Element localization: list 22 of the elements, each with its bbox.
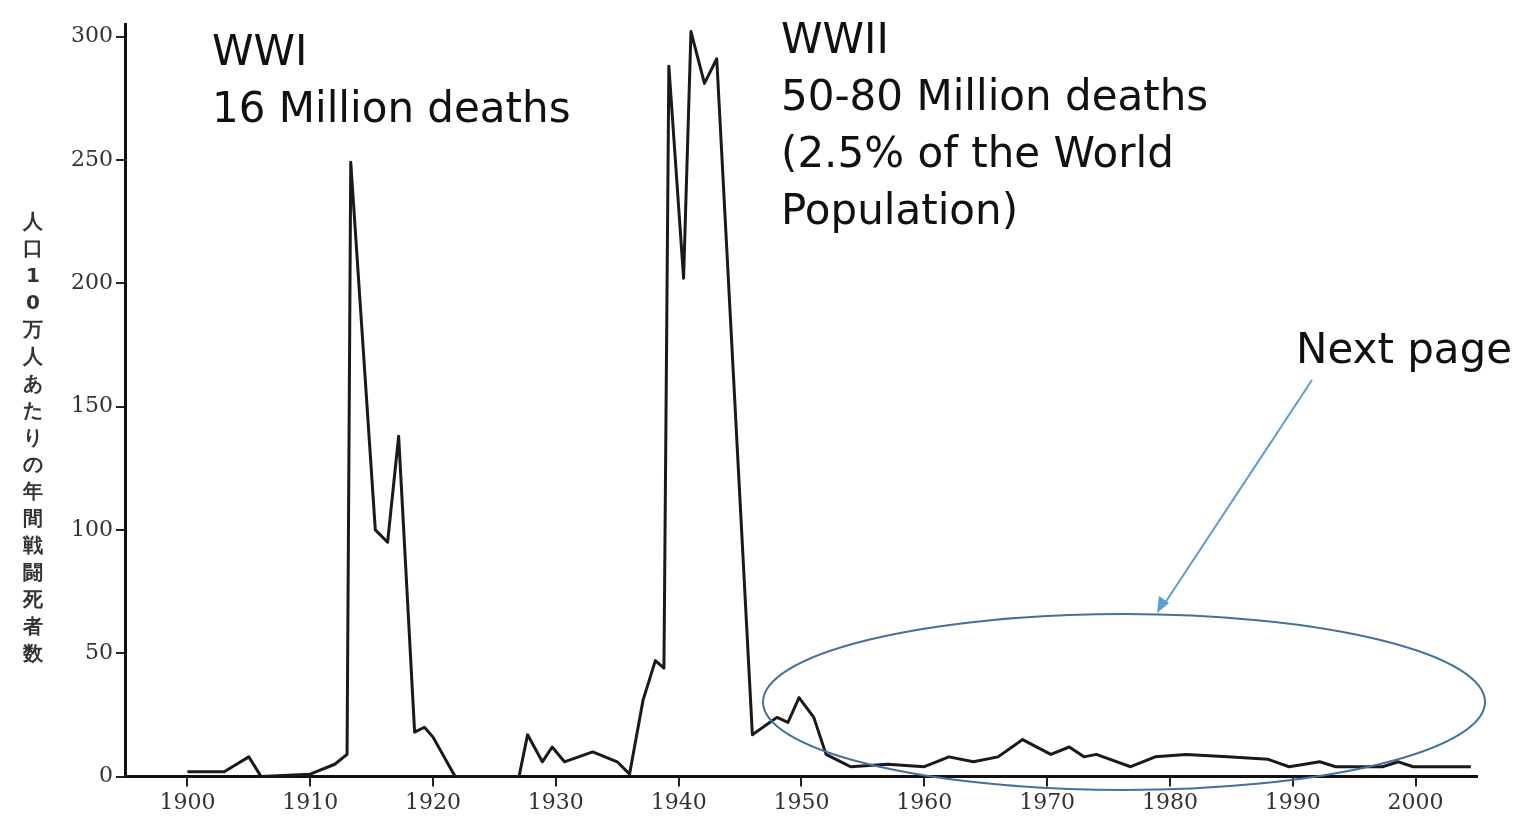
annotation: WWI 16 Million deaths: [212, 25, 571, 134]
x-tick-label: 1970: [1019, 788, 1076, 814]
x-tick-label: 1950: [773, 788, 830, 814]
y-tick-label: 0: [98, 762, 113, 788]
y-tick-label: 50: [84, 638, 113, 664]
x-tick-label: 1940: [650, 788, 707, 814]
annotation: WWII 50-80 Million deaths (2.5% of the World Population): [781, 13, 1209, 236]
x-tick-label: 1900: [159, 788, 216, 814]
y-tick-label: 150: [70, 392, 113, 418]
x-tick-label: 1990: [1264, 788, 1321, 814]
y-tick-label: 300: [70, 22, 113, 48]
x-tick-label: 1980: [1141, 788, 1198, 814]
x-tick-label: 1920: [405, 788, 462, 814]
y-tick-label: 250: [70, 145, 113, 171]
text: 人口10万人あたりの年間戦闘死者数: [23, 209, 43, 665]
y-tick-label: 200: [70, 268, 113, 294]
x-tick-label: 2000: [1387, 788, 1444, 814]
annotation: Next page: [1296, 323, 1513, 375]
x-tick-label: 1930: [527, 788, 584, 814]
x-tick-label: 1910: [282, 788, 339, 814]
x-tick-label: 1960: [896, 788, 953, 814]
y-tick-label: 100: [70, 515, 113, 541]
